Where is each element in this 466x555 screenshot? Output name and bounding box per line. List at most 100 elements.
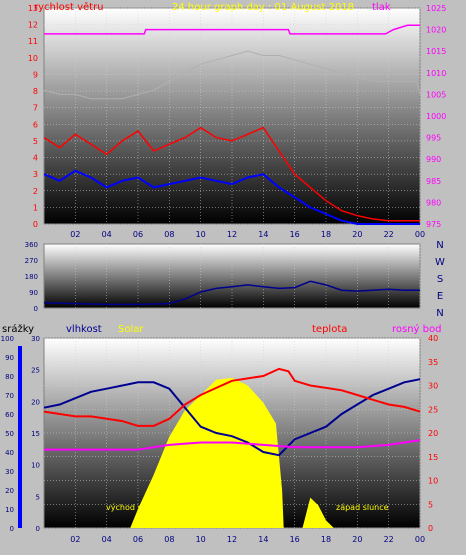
wind-speed-tick: 0	[33, 220, 38, 229]
rain-tick: 60	[5, 411, 14, 419]
rain-tick: 0	[10, 525, 14, 533]
rain-tick: 50	[5, 430, 14, 438]
pressure-tick: 1000	[426, 112, 446, 121]
sunset-label: západ slunce	[336, 503, 389, 512]
wind-speed-tick: 1	[33, 203, 38, 212]
temperature-tick: 0	[428, 524, 433, 533]
wind-direction-series	[43, 280, 420, 306]
rain-tick: 30	[5, 468, 14, 476]
pressure-tick: 1005	[426, 90, 446, 99]
time-tick: 18	[321, 230, 331, 239]
temperature-tick: 10	[428, 477, 438, 486]
wind-speed-axis-label: rychlost větru	[34, 1, 104, 13]
compass-label: E	[437, 291, 443, 302]
wind-speed-tick: 3	[33, 170, 38, 179]
pressure-tick: 985	[426, 177, 441, 186]
rain-axis: 0 10 20 30 40 50 60 70 80 90 100	[1, 335, 14, 533]
wind-direction-axis: 0 90 180 270 360	[25, 241, 38, 313]
temperature-tick: 30	[428, 382, 438, 391]
rain-tick: 80	[5, 373, 14, 381]
temperature-humidity-panel: 0 10 20 30 40 50 60 70 80 90 100 0 5 10 15 20 25 30 0 5 10…	[1, 323, 442, 544]
time-tick: 22	[384, 535, 394, 544]
time-tick: 12	[227, 230, 237, 239]
time-tick: 04	[102, 535, 112, 544]
temperature-line	[43, 367, 421, 427]
temperature-tick: 5	[428, 500, 433, 509]
pressure-axis: 975 980 985 990 995 1000 1005 1010 1015 1020 1025	[426, 4, 446, 229]
pressure-tick: 980	[426, 198, 441, 207]
humidity-tick: 5	[36, 493, 40, 501]
time-tick: 08	[164, 230, 174, 239]
wind-direction-line	[43, 280, 420, 306]
pressure-tick: 990	[426, 155, 441, 164]
time-tick: 20	[352, 535, 362, 544]
rain-tick: 40	[5, 449, 14, 457]
time-tick: 14	[258, 535, 268, 544]
gust-line	[43, 126, 420, 222]
time-tick: 02	[70, 230, 80, 239]
wind-pressure-series	[43, 24, 421, 225]
wind-speed-tick: 5	[33, 137, 38, 146]
compass-label: N	[436, 240, 443, 251]
wind-speed-line	[43, 169, 420, 225]
direction-tick: 0	[34, 305, 38, 313]
temperature-tick: 15	[428, 453, 438, 462]
temperature-label: teplota	[312, 324, 347, 335]
humidity-tick: 10	[31, 462, 40, 470]
rain-label: srážky	[2, 323, 34, 335]
pressure-tick: 1025	[426, 4, 446, 13]
time-tick: 00	[415, 230, 425, 239]
compass-label: W	[435, 257, 445, 268]
pressure-sea-line	[44, 24, 420, 35]
time-tick: 10	[196, 230, 206, 239]
rain-tick: 100	[1, 335, 14, 343]
temperature-time-axis: 02 04 06 08 10 12 14 16 18 20 22 00	[70, 535, 425, 544]
wind-speed-tick: 8	[33, 87, 38, 96]
humidity-tick: 20	[31, 398, 40, 406]
direction-tick: 90	[29, 289, 38, 297]
pressure-tick: 1015	[426, 47, 446, 56]
wind-speed-tick: 2	[33, 187, 38, 196]
time-tick: 06	[133, 535, 143, 544]
humidity-line	[43, 378, 421, 457]
temperature-tick: 25	[428, 405, 438, 414]
temperature-axis: 0 5 10 15 20 25 30 35 40	[428, 334, 438, 533]
time-tick: 14	[258, 230, 268, 239]
wind-speed-tick: 12	[28, 21, 38, 30]
direction-tick: 270	[25, 257, 38, 265]
pressure-tick: 1010	[426, 69, 446, 78]
dew-point-line	[44, 439, 421, 451]
wind-speed-tick: 4	[33, 154, 38, 163]
sunrise-label: východ slunce	[106, 503, 163, 512]
temperature-tick: 40	[428, 334, 438, 343]
time-tick: 16	[290, 230, 300, 239]
compass-label: N	[436, 308, 443, 319]
pressure-axis-label: tlak	[372, 2, 391, 13]
pressure-station-line	[43, 50, 421, 100]
pressure-tick: 1020	[426, 26, 446, 35]
pressure-tick: 995	[426, 134, 441, 143]
time-tick: 00	[415, 535, 425, 544]
wind-speed-tick: 13	[28, 4, 38, 13]
solar-label: Solar	[118, 324, 144, 335]
humidity-tick: 0	[36, 525, 40, 533]
time-tick: 20	[352, 230, 362, 239]
humidity-tick: 25	[31, 367, 40, 375]
wind-pressure-grid	[44, 7, 421, 225]
solar-area	[44, 377, 420, 528]
wind-speed-tick: 6	[33, 120, 38, 129]
rain-tick: 70	[5, 392, 14, 400]
solar-fill	[44, 377, 420, 528]
time-tick: 16	[290, 535, 300, 544]
humidity-label: vlhkost	[66, 324, 102, 335]
temperature-tick: 35	[428, 358, 438, 367]
pressure-tick: 975	[426, 220, 441, 229]
time-tick: 18	[321, 535, 331, 544]
time-tick: 22	[384, 230, 394, 239]
